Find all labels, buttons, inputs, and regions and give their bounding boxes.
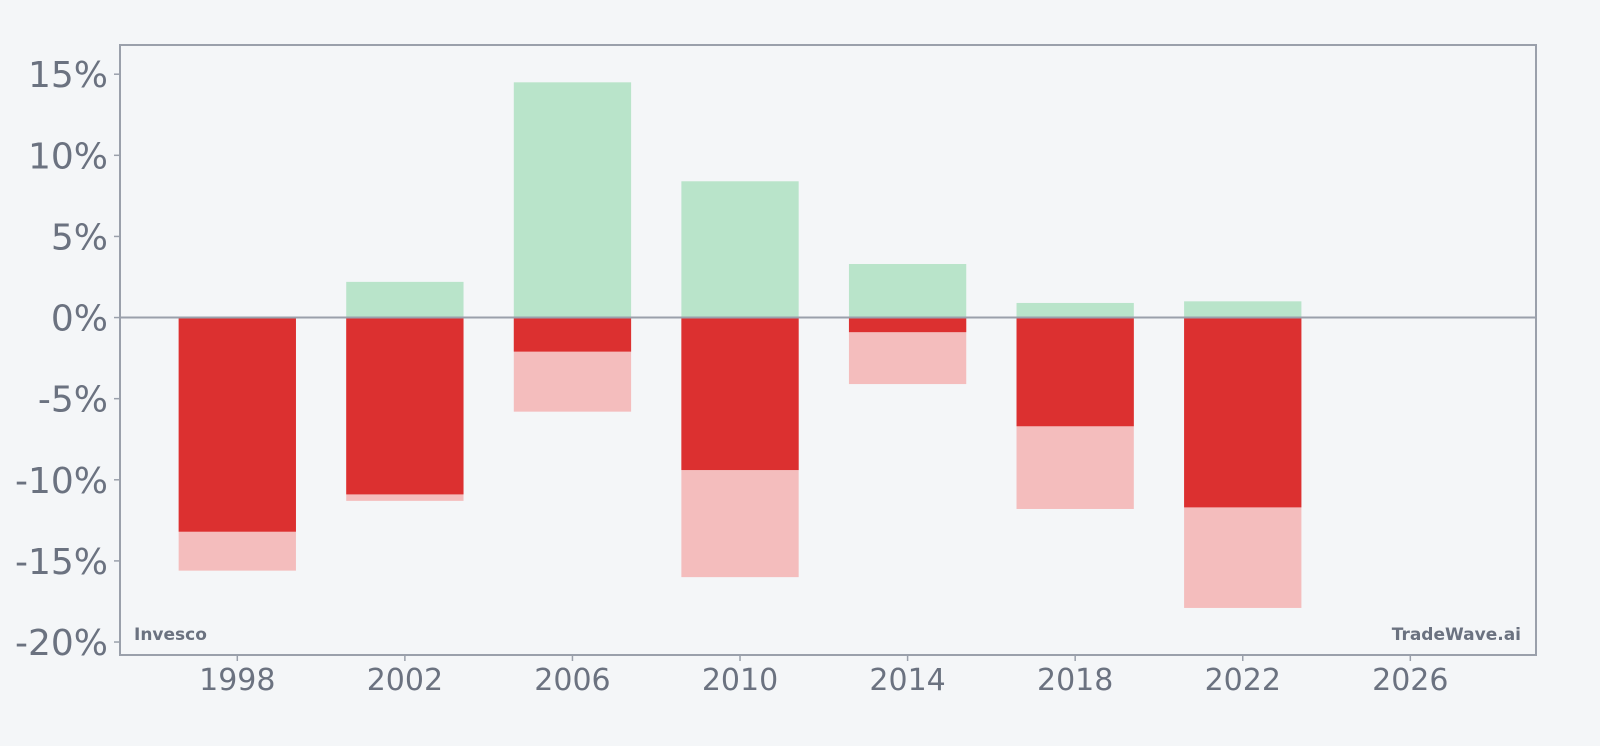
x-tick-label: 2014 (869, 663, 945, 698)
x-tick-label: 2026 (1372, 663, 1448, 698)
y-tick-label: 15% (28, 55, 108, 96)
bar-positive-2018 (1016, 302, 1134, 318)
brand-left-label: Invesco (134, 625, 207, 645)
y-axis: 15% 10% 5% 0% -5% -10% -15% -20% (15, 55, 120, 664)
bar-dark-2014 (848, 317, 967, 333)
bar-dark-2006 (513, 317, 632, 352)
y-tick-label: -20% (15, 623, 108, 664)
bar-dark-2022 (1184, 317, 1302, 508)
y-tick-label: -10% (15, 461, 108, 502)
bar-positive-2014 (848, 264, 967, 318)
x-tick-label: 2022 (1205, 663, 1281, 698)
bar-dark-1998 (178, 317, 296, 532)
x-tick-label: 2002 (367, 663, 443, 698)
y-tick-label: -15% (15, 542, 108, 583)
y-tick-label: 0% (51, 299, 108, 340)
x-axis: 1998 2002 2006 2010 2014 2018 2022 2026 (199, 655, 1448, 698)
y-tick-label: -5% (38, 380, 108, 421)
bars (178, 82, 1302, 608)
x-tick-label: 2018 (1037, 663, 1113, 698)
y-tick-label: 10% (28, 136, 108, 177)
brand-right-label: TradeWave.ai (1392, 625, 1521, 645)
x-tick-label: 2006 (534, 663, 610, 698)
bar-dark-2010 (681, 317, 799, 471)
bar-positive-2002 (346, 281, 464, 318)
x-tick-label: 1998 (199, 663, 275, 698)
y-tick-label: 5% (51, 217, 108, 258)
bar-positive-2006 (513, 82, 632, 318)
bar-dark-2018 (1016, 317, 1134, 427)
bar-positive-2022 (1184, 301, 1302, 318)
x-tick-label: 2010 (702, 663, 778, 698)
bar-dark-2002 (346, 317, 464, 495)
bar-positive-2010 (681, 181, 799, 318)
plot-frame (119, 44, 1537, 656)
